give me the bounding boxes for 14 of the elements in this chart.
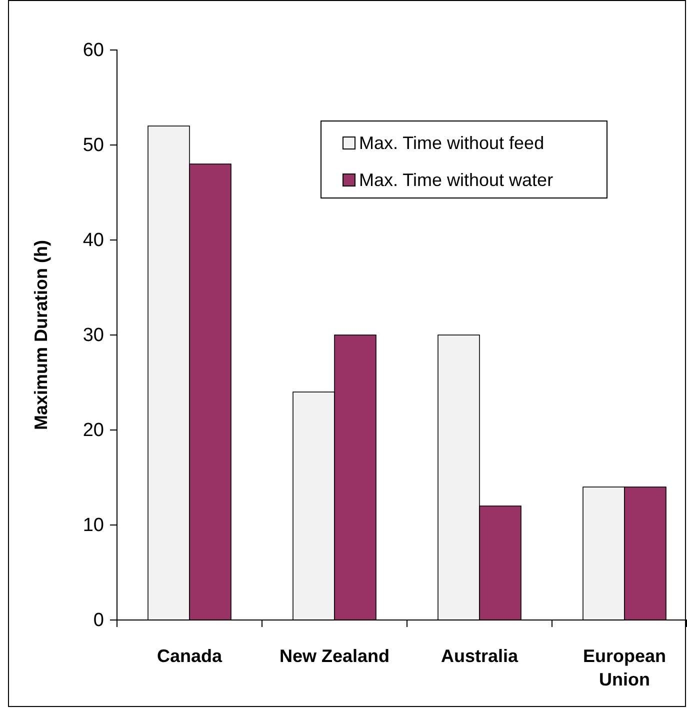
x-tick-label: Canada — [156, 646, 223, 666]
y-axis-title: Maximum Duration (h) — [31, 240, 51, 430]
x-tick-label: New Zealand — [279, 646, 390, 666]
y-tick-label: 60 — [82, 40, 104, 62]
y-tick-label: 50 — [82, 135, 104, 156]
y-tick-label: 20 — [82, 420, 104, 442]
legend-label: Max. Time without water — [359, 170, 554, 190]
y-tick-label: 30 — [82, 325, 104, 346]
x-tick-label: European Union — [582, 646, 666, 690]
y-tick-label: 10 — [82, 515, 104, 536]
y-tick-label: 0 — [93, 610, 104, 632]
legend-label: Max. Time without feed — [359, 133, 544, 153]
y-tick-label: 40 — [82, 230, 104, 252]
x-tick-label: Australia — [440, 646, 519, 666]
